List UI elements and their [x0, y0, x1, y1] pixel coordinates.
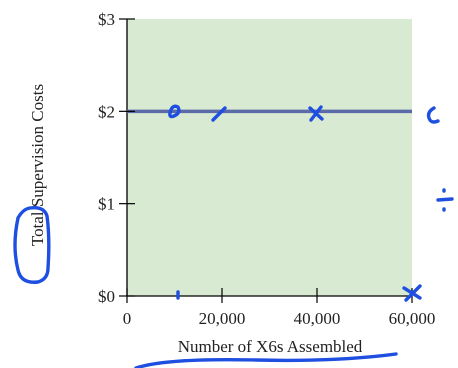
handwritten-annotations	[13, 104, 454, 368]
ink-mark-x-60000	[402, 284, 422, 302]
x-axis-label: Number of X6s Assembled	[178, 337, 363, 356]
x-tick-label: 60,000	[389, 309, 436, 328]
y-axis-label: Total Supervision Costs	[28, 84, 47, 246]
ink-mark-x-40000	[308, 105, 324, 122]
x-tick-label: 0	[123, 309, 132, 328]
ink-mark-hook	[426, 106, 440, 124]
ink-circle-total	[13, 205, 51, 284]
y-tick-label: $2	[98, 102, 115, 121]
axes	[126, 19, 412, 297]
x-tick-label: 20,000	[199, 309, 246, 328]
y-tick-label: $0	[98, 287, 115, 306]
tick-layer: $0 $1 $2 $3 0 20,000 40,000 60,000	[98, 10, 435, 328]
y-tick-label: $3	[98, 10, 115, 29]
y-tick-label: $1	[98, 195, 115, 214]
ink-mark-divide	[436, 188, 454, 212]
ink-mark-slash	[211, 106, 227, 122]
ink-mark-dot	[168, 104, 181, 119]
ink-underline	[134, 352, 398, 368]
plot-background	[127, 19, 412, 296]
x-tick-label: 40,000	[294, 309, 341, 328]
